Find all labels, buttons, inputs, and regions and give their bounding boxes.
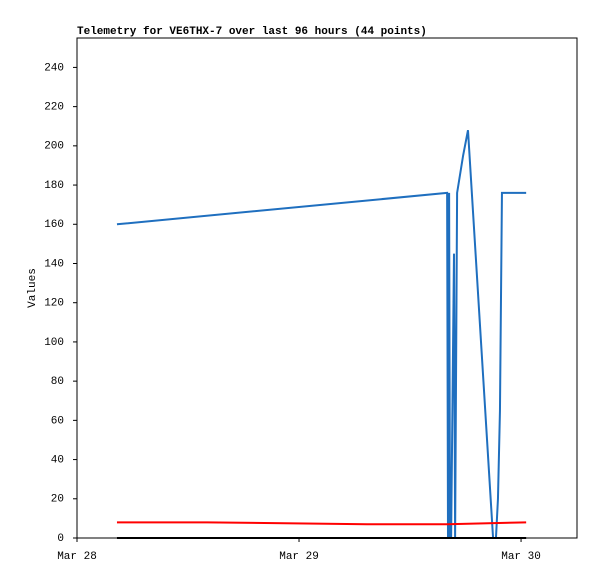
- y-tick-label: 160: [44, 219, 64, 231]
- series-line: [116, 521, 527, 526]
- x-tick-label: Mar 30: [501, 551, 541, 563]
- x-tick-label: Mar 29: [279, 551, 319, 563]
- y-tick-label: 180: [44, 180, 64, 192]
- y-tick-label: 120: [44, 298, 64, 310]
- series-line: [116, 129, 527, 539]
- y-tick-label: 240: [44, 62, 64, 74]
- x-tick-label: Mar 28: [57, 551, 97, 563]
- y-tick-label: 60: [51, 415, 64, 427]
- y-tick-label: 20: [51, 494, 64, 506]
- y-tick-label: 80: [51, 376, 64, 388]
- y-tick-label: 40: [51, 454, 64, 466]
- y-tick-label: 0: [57, 533, 64, 545]
- chart-title: Telemetry for VE6THX-7 over last 96 hour…: [77, 26, 427, 38]
- y-tick-label: 200: [44, 141, 64, 153]
- y-tick-label: 100: [44, 337, 64, 349]
- y-tick-label: 140: [44, 258, 64, 270]
- y-axis-label: Values: [27, 268, 39, 308]
- y-tick-label: 220: [44, 102, 64, 114]
